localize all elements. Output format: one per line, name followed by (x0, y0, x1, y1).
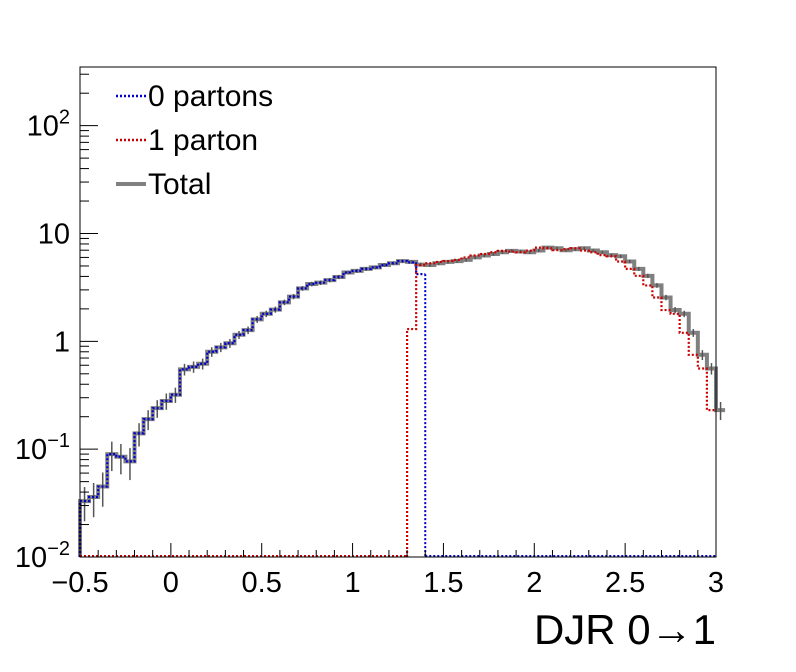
x-tick-label: 0.5 (242, 567, 282, 599)
x-axis-title: DJR 0→1 (534, 606, 716, 653)
axes-layer: −0.5 0 0.5 1 1.5 2 2.5 3 10−2 10−1 1 10 102 (15, 73, 724, 599)
y-tick-label: 10 (38, 219, 70, 251)
y-tick-label: 1 (54, 326, 70, 358)
x-tick-label: 1 (345, 567, 361, 599)
x-tick-label: 2 (526, 567, 542, 599)
legend-label-0-partons: 0 partons (148, 80, 273, 113)
x-tick-label: 0 (163, 567, 179, 599)
1-parton-histogram (405, 246, 716, 557)
x-tick-label: 1.5 (423, 567, 463, 599)
x-tick-label: 2.5 (605, 567, 645, 599)
plot-frame (79, 66, 717, 558)
x-tick-label: −0.5 (51, 567, 108, 599)
y-tick-label: 102 (27, 107, 70, 143)
legend-label-1-parton: 1 parton (148, 124, 258, 157)
y-tick-label: 10−1 (15, 430, 70, 466)
x-tick-label: 3 (708, 567, 724, 599)
legend-label-total: Total (148, 168, 211, 201)
legend: 0 partons 1 parton Total (116, 80, 273, 201)
y-tick-label: 10−2 (15, 538, 70, 574)
